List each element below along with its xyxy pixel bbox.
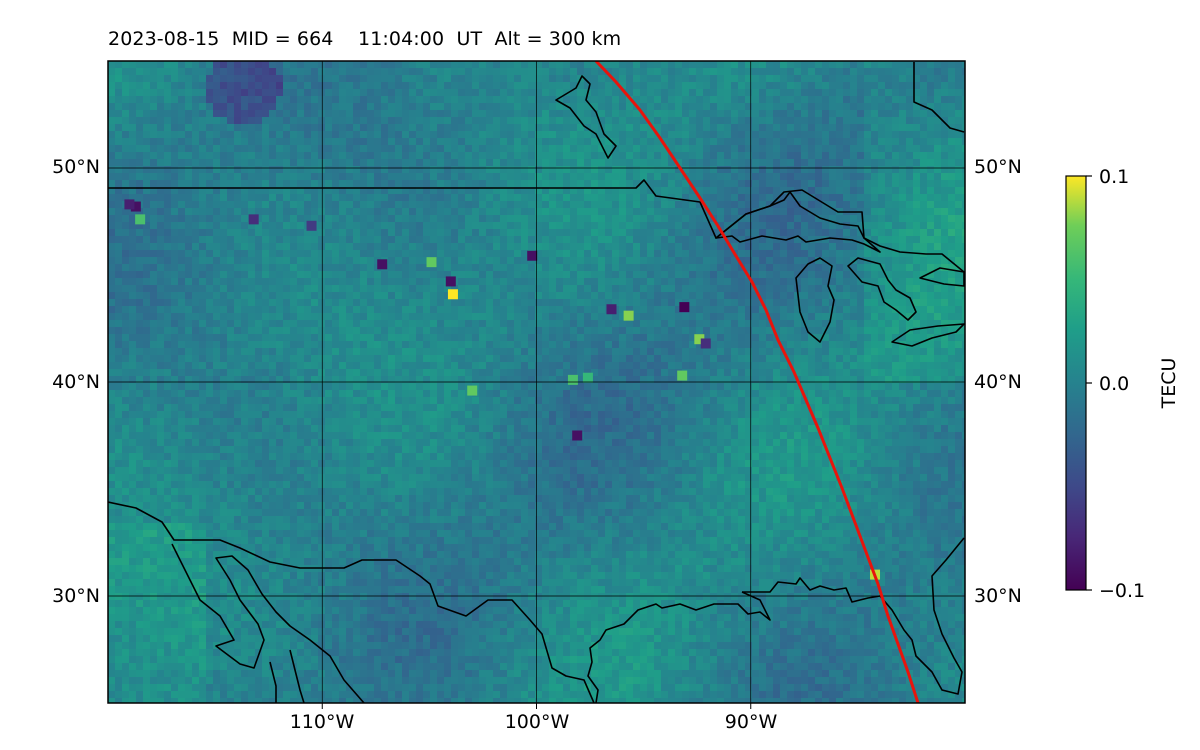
lat-tick-40-right: 40°N [974, 371, 1022, 393]
lake-ontario [919, 267, 965, 287]
us-canada-border [108, 179, 965, 273]
latitude-ticks-right: 50°N 40°N 30°N [974, 156, 1022, 607]
colorbar-label: TECU [1158, 358, 1180, 410]
baja-california [171, 543, 365, 703]
tec-pixel-11 [679, 302, 690, 313]
tec-pixel-7 [447, 289, 458, 300]
tec-pixel-2 [248, 214, 259, 225]
tec-pixel-6 [445, 276, 456, 287]
lat-tick-50-right: 50°N [974, 156, 1022, 178]
longitude-ticks: 110°W 100°W 90°W [290, 711, 778, 733]
tec-pixel-9 [606, 304, 617, 315]
coastlines-and-borders [108, 62, 965, 703]
colorbar-tick-max: 0.1 [1099, 166, 1129, 188]
lon-tick-110w: 110°W [290, 711, 355, 733]
baja-interior [269, 661, 277, 703]
tec-pixel-14 [467, 385, 478, 396]
tec-pixel-1 [135, 214, 146, 225]
latitude-ticks-left: 50°N 40°N 30°N [52, 156, 100, 607]
us-mexico-border [108, 501, 595, 703]
lake-erie [891, 323, 965, 347]
tec-pixel-13 [700, 338, 711, 349]
lon-tick-90w: 90°W [725, 711, 778, 733]
colorbar-gradient [1065, 175, 1087, 591]
lake-superior [715, 191, 881, 253]
gulf-california-east [289, 649, 305, 703]
colorbar-tick-zero: 0.0 [1099, 373, 1129, 395]
colorbar: 0.1 0.0 −0.1 TECU [1065, 166, 1180, 602]
tec-pixel-4 [377, 259, 388, 270]
colorbar-tick-min: −0.1 [1099, 580, 1145, 602]
tec-pixel-10 [623, 310, 634, 321]
plot-title: 2023-08-15 MID = 664 11:04:00 UT Alt = 3… [108, 28, 622, 50]
terminator-line [594, 61, 920, 703]
louisiana-coast [587, 591, 771, 703]
tec-pixel-3 [306, 220, 317, 231]
tec-pixel-20 [124, 199, 135, 210]
tec-pixel-19 [567, 374, 578, 385]
hudson-bay-east-coast [913, 62, 965, 133]
tec-pixel-8 [527, 250, 538, 261]
lon-tick-100w: 100°W [505, 711, 570, 733]
lat-tick-40-left: 40°N [52, 371, 100, 393]
lake-michigan [795, 257, 835, 343]
lat-tick-50-left: 50°N [52, 156, 100, 178]
tec-pixel-12 [694, 334, 705, 345]
tec-heatmap [108, 61, 965, 703]
graticule [108, 61, 965, 703]
hudson-bay-coast [555, 75, 617, 159]
gulf-coast [742, 537, 965, 695]
lake-huron [847, 257, 917, 321]
tec-pixel-5 [426, 257, 437, 268]
lat-tick-30-left: 30°N [52, 585, 100, 607]
tec-pixel-16 [582, 372, 593, 383]
tec-pixel-15 [572, 430, 583, 441]
tec-pixel-0 [130, 201, 141, 212]
tec-pixel-17 [677, 370, 688, 381]
lat-tick-30-right: 30°N [974, 585, 1022, 607]
